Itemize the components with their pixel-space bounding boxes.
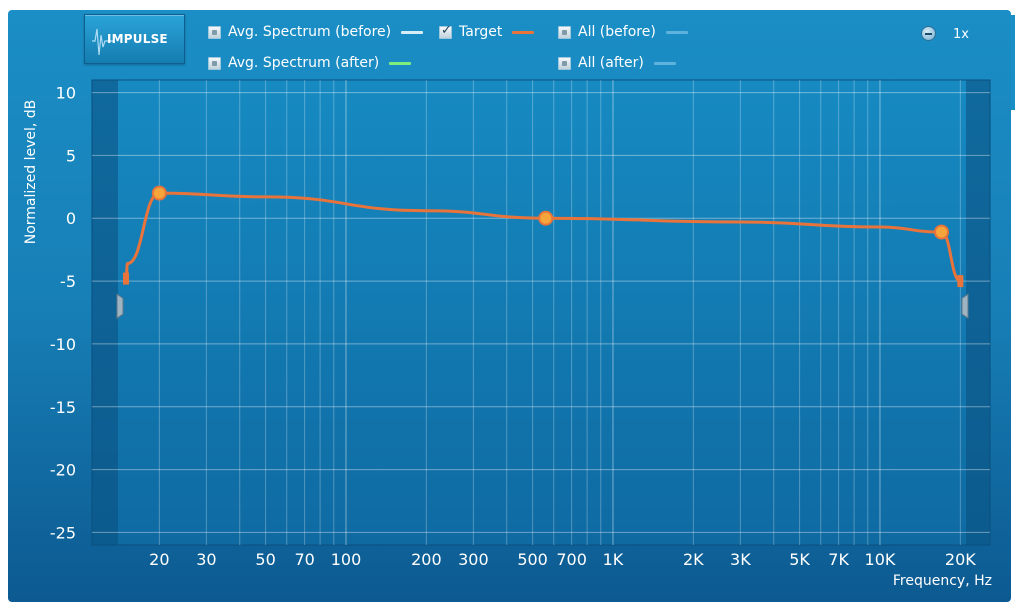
window-edge bbox=[1011, 15, 1015, 110]
x-tick-label: 5K bbox=[789, 550, 810, 569]
target-handle[interactable] bbox=[538, 210, 554, 226]
x-tick-label: 700 bbox=[556, 550, 587, 569]
target-end-handle bbox=[123, 272, 130, 285]
x-tick-label: 200 bbox=[411, 550, 442, 569]
target-swatch bbox=[512, 30, 535, 34]
x-tick-label: 100 bbox=[331, 550, 362, 569]
x-tick-label: 20K bbox=[945, 550, 976, 569]
high-cut-slider[interactable] bbox=[961, 293, 969, 320]
all-after-checkbox[interactable] bbox=[558, 56, 571, 70]
y-tick-label: 0 bbox=[66, 209, 76, 228]
all-before-swatch bbox=[665, 30, 688, 34]
target-checkbox[interactable]: ✓ bbox=[439, 22, 452, 39]
x-tick-label: 70 bbox=[294, 550, 314, 569]
y-tick-label: 5 bbox=[66, 146, 76, 165]
low-cut-zone bbox=[92, 80, 118, 545]
legend-label: Avg. Spectrum (after) bbox=[228, 55, 380, 71]
legend-label: All (before) bbox=[578, 24, 656, 40]
zoom-label: 1x bbox=[953, 27, 969, 42]
plot-area bbox=[91, 79, 991, 546]
minus-icon bbox=[925, 33, 932, 35]
target-end-handle bbox=[957, 275, 964, 288]
legend-all-before[interactable]: All (before) bbox=[558, 23, 688, 41]
avg-spectrum-before-swatch bbox=[401, 30, 424, 34]
legend-target[interactable]: ✓ Target bbox=[439, 22, 535, 41]
y-tick-label: -15 bbox=[50, 398, 76, 417]
all-before-checkbox[interactable] bbox=[558, 25, 571, 39]
x-tick-label: 300 bbox=[458, 550, 489, 569]
legend-avg-spectrum-before[interactable]: Avg. Spectrum (before) bbox=[208, 23, 424, 41]
avg-spectrum-before-checkbox[interactable] bbox=[208, 25, 221, 39]
y-tick-label: -25 bbox=[50, 523, 76, 542]
target-curve bbox=[124, 191, 962, 283]
y-axis-title: Normalized level, dB bbox=[23, 100, 39, 245]
avg-spectrum-after-swatch bbox=[389, 61, 412, 65]
high-cut-zone bbox=[966, 80, 990, 545]
x-tick-label: 500 bbox=[517, 550, 548, 569]
legend-label: Avg. Spectrum (before) bbox=[228, 24, 392, 40]
all-after-swatch bbox=[653, 61, 676, 65]
legend-avg-spectrum-after[interactable]: Avg. Spectrum (after) bbox=[208, 54, 412, 72]
x-tick-label: 2K bbox=[683, 550, 704, 569]
legend-label: Target bbox=[459, 24, 503, 40]
y-tick-label: -5 bbox=[60, 272, 76, 291]
y-tick-label: 10 bbox=[56, 84, 76, 103]
legend-label: All (after) bbox=[578, 55, 644, 71]
target-handle[interactable] bbox=[933, 224, 949, 240]
zoom-out-button[interactable] bbox=[921, 26, 936, 41]
x-tick-label: 30 bbox=[196, 550, 216, 569]
x-tick-label: 10K bbox=[865, 550, 896, 569]
logo-text: IMPULSE bbox=[107, 32, 168, 46]
x-tick-label: 50 bbox=[255, 550, 275, 569]
y-tick-label: -20 bbox=[50, 461, 76, 480]
x-axis-title: Frequency, Hz bbox=[893, 573, 992, 589]
impulse-logo[interactable]: IMPULSE bbox=[84, 14, 185, 64]
target-handle[interactable] bbox=[151, 185, 167, 201]
x-tick-label: 1K bbox=[603, 550, 624, 569]
avg-spectrum-after-checkbox[interactable] bbox=[208, 56, 221, 70]
low-cut-slider[interactable] bbox=[116, 293, 124, 320]
legend-all-after[interactable]: All (after) bbox=[558, 54, 676, 72]
x-tick-label: 7K bbox=[828, 550, 849, 569]
x-tick-label: 20 bbox=[149, 550, 169, 569]
x-tick-label: 3K bbox=[730, 550, 751, 569]
y-tick-label: -10 bbox=[50, 335, 76, 354]
waveform-icon bbox=[92, 28, 114, 56]
